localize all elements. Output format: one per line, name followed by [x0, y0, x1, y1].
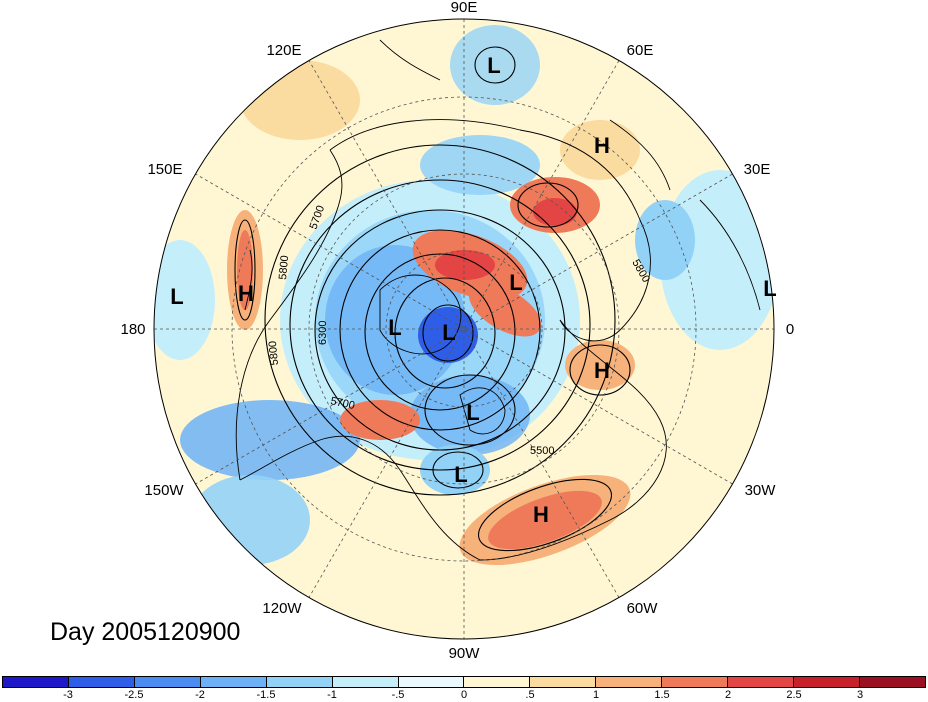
lon-label-150w: 150W — [144, 482, 184, 499]
lon-label-60w: 60W — [627, 600, 659, 617]
contour-label: 5500 — [530, 445, 554, 457]
colorbar — [2, 676, 926, 688]
lon-label-90w: 90W — [449, 645, 481, 662]
low-center-label: L — [454, 462, 467, 487]
map-title: Day 2005120900 — [50, 618, 241, 646]
contour-label: 6300 — [317, 321, 329, 345]
colorbar-tick-label: -1 — [327, 689, 337, 701]
colorbar-tick-label: -2 — [195, 689, 205, 701]
colorbar-swatch — [794, 677, 860, 687]
colorbar-swatch — [859, 677, 925, 687]
colorbar-swatch — [530, 677, 597, 687]
colorbar-swatch — [200, 677, 267, 687]
colorbar-tick-label: 2.5 — [786, 689, 802, 701]
coastlines — [235, 39, 761, 561]
colorbar-tick-label: -1.5 — [256, 689, 276, 701]
colorbar-tick-label: 3 — [856, 689, 864, 701]
colorbar-tick-label: 1.5 — [654, 689, 670, 701]
lon-label-120e: 120E — [266, 42, 301, 59]
colorbar-swatch — [68, 677, 135, 687]
colorbar-swatch — [728, 677, 795, 687]
colorbar-tick-label: 2 — [724, 689, 732, 701]
colorbar-swatch — [134, 677, 201, 687]
height-contours — [234, 46, 631, 552]
low-center-label: L — [466, 400, 479, 425]
map-boundary — [153, 18, 775, 640]
low-center-label: L — [170, 284, 183, 309]
lon-label-180: 180 — [120, 321, 145, 338]
low-center-label: L — [442, 320, 455, 345]
high-center-label: H — [533, 502, 549, 527]
lon-label-30w: 30W — [745, 482, 777, 499]
lon-label-0: 0 — [786, 321, 794, 338]
contour-label: 5800 — [277, 255, 291, 280]
high-center-label: H — [594, 133, 610, 158]
colorbar-tick-label: -2.5 — [124, 689, 144, 701]
colorbar-swatch — [266, 677, 333, 687]
colorbar-tick-label: 1 — [592, 689, 600, 701]
high-center-label: H — [238, 281, 254, 306]
contour-label: 5700 — [329, 395, 355, 412]
colorbar-swatch — [3, 677, 69, 687]
colorbar-swatch — [662, 677, 729, 687]
contour-label: 5800 — [267, 340, 281, 365]
lon-label-60e: 60E — [627, 42, 654, 59]
graticule — [154, 19, 774, 639]
lon-label-150e: 150E — [147, 161, 182, 178]
lon-label-120w: 120W — [262, 600, 302, 617]
colorbar-tick-label: 0 — [460, 689, 468, 701]
colorbar-swatch — [398, 677, 465, 687]
low-center-label: L — [487, 53, 500, 78]
colorbar-swatch — [464, 677, 531, 687]
lon-label-90e: 90E — [451, 0, 478, 16]
colorbar-tick-label: -3 — [63, 689, 73, 701]
high-center-label: H — [594, 358, 610, 383]
colorbar-tick-label: .5 — [525, 689, 535, 701]
colorbar-swatch — [596, 677, 663, 687]
anomaly-shading — [154, 19, 774, 639]
pressure-centers: L H L L H H L L L L H L — [170, 53, 776, 527]
colorbar-tick-label: -.5 — [391, 689, 405, 701]
lon-label-30e: 30E — [744, 161, 771, 178]
low-center-label: L — [388, 315, 401, 340]
low-center-label: L — [763, 276, 776, 301]
low-center-label: L — [509, 270, 522, 295]
colorbar-swatch — [332, 677, 399, 687]
